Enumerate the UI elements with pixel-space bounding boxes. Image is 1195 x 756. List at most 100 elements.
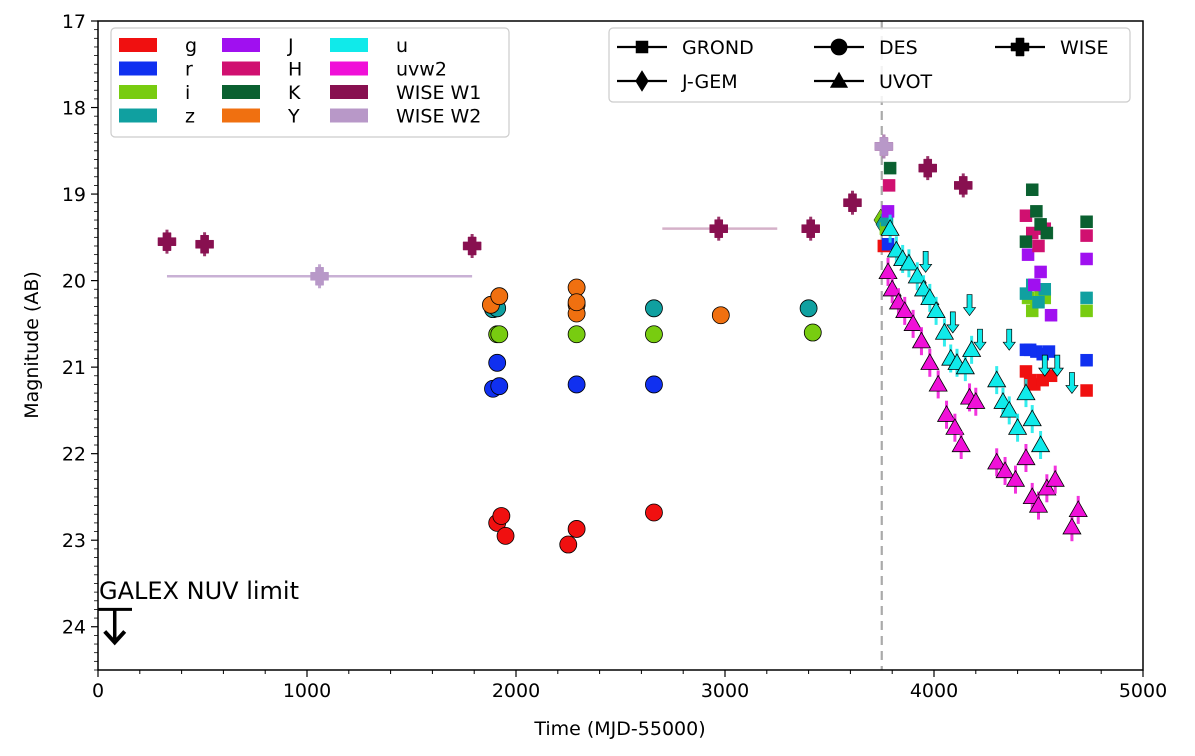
series-des-i bbox=[488, 323, 822, 344]
y-tick-label: 18 bbox=[62, 98, 86, 120]
series-grond-j bbox=[881, 205, 1093, 322]
data-point-shape bbox=[946, 311, 960, 334]
limit-arrow-head bbox=[103, 630, 127, 646]
data-point bbox=[995, 461, 1015, 479]
data-point bbox=[1044, 308, 1058, 322]
data-point bbox=[955, 357, 975, 375]
legend-swatch-wise-w2 bbox=[330, 108, 368, 123]
legend-swatch-i bbox=[119, 85, 157, 99]
data-point bbox=[559, 535, 578, 554]
x-tick-label: 1000 bbox=[283, 680, 331, 702]
data-point bbox=[1007, 417, 1028, 435]
data-point bbox=[1045, 469, 1065, 487]
series-wise-w1 bbox=[157, 134, 973, 258]
data-point bbox=[567, 293, 586, 312]
y-tick-label: 23 bbox=[62, 530, 86, 552]
legend-swatch-g bbox=[119, 38, 157, 52]
legend-label-wise-w1: WISE W1 bbox=[396, 82, 481, 104]
data-point bbox=[918, 250, 933, 273]
data-point-shape bbox=[1050, 354, 1065, 377]
data-point-shape bbox=[962, 294, 977, 317]
data-point-shape bbox=[1065, 372, 1079, 395]
x-tick-label: 3000 bbox=[701, 680, 749, 702]
data-point bbox=[488, 353, 507, 372]
data-point bbox=[645, 299, 663, 318]
series-des-r bbox=[484, 353, 663, 398]
data-point-shape bbox=[973, 328, 987, 351]
data-point bbox=[1062, 517, 1082, 535]
legend-label-i: i bbox=[185, 82, 190, 104]
data-point bbox=[987, 452, 1007, 470]
y-axis-title: Magnitude (AB) bbox=[21, 271, 43, 419]
data-point bbox=[1080, 215, 1093, 229]
series-des-z bbox=[484, 299, 818, 319]
data-point bbox=[1019, 209, 1033, 222]
y-tick-label: 20 bbox=[62, 271, 86, 293]
data-point bbox=[926, 301, 946, 318]
legend-label-y: Y bbox=[287, 106, 300, 128]
data-point bbox=[928, 374, 948, 392]
data-point bbox=[878, 262, 898, 280]
data-point bbox=[945, 417, 965, 435]
data-point bbox=[1034, 265, 1047, 279]
y-tick-label: 22 bbox=[62, 444, 86, 466]
legend-label-z: z bbox=[185, 106, 195, 128]
data-point bbox=[1065, 372, 1079, 395]
data-point-shape bbox=[1038, 354, 1052, 377]
data-point bbox=[157, 232, 177, 251]
legend-swatch-k bbox=[222, 85, 260, 99]
data-point bbox=[462, 236, 482, 256]
data-point bbox=[1038, 283, 1052, 296]
legend-marker-circle bbox=[830, 38, 848, 56]
legend-marker-square bbox=[635, 40, 649, 54]
data-point bbox=[709, 219, 728, 238]
x-axis-title: Time (MJD-55000) bbox=[533, 718, 705, 740]
y-tick-label: 17 bbox=[62, 11, 86, 33]
legend-swatch-h bbox=[222, 61, 260, 76]
data-point bbox=[645, 375, 663, 394]
galex-nuv-limit-label: GALEX NUV limit bbox=[99, 577, 299, 605]
data-point bbox=[1080, 384, 1093, 397]
data-point bbox=[954, 176, 973, 195]
data-point bbox=[310, 267, 329, 286]
data-point bbox=[843, 193, 862, 212]
data-point-shape bbox=[918, 250, 933, 273]
series-des-y bbox=[482, 278, 730, 325]
series-des-g bbox=[488, 503, 663, 554]
data-point bbox=[1038, 354, 1052, 377]
series-grond-r bbox=[881, 238, 1093, 367]
x-tick-label: 2000 bbox=[492, 680, 540, 702]
data-point bbox=[567, 375, 586, 394]
data-point bbox=[895, 301, 915, 318]
data-point bbox=[874, 137, 894, 156]
data-point bbox=[920, 353, 940, 370]
legend-swatch-uvw2 bbox=[330, 61, 368, 76]
data-point bbox=[987, 370, 1007, 388]
filter-legend-box bbox=[110, 27, 510, 138]
data-point bbox=[490, 287, 509, 306]
data-point bbox=[490, 325, 509, 344]
data-point bbox=[1016, 448, 1036, 466]
data-point bbox=[883, 161, 897, 175]
legend-label-r: r bbox=[185, 59, 193, 81]
data-point bbox=[911, 331, 932, 349]
data-point bbox=[1032, 295, 1045, 309]
data-point bbox=[1025, 183, 1039, 196]
data-point bbox=[1080, 304, 1093, 318]
legend-swatch-r bbox=[119, 61, 157, 76]
data-point bbox=[801, 219, 820, 238]
data-point bbox=[711, 306, 730, 325]
data-point bbox=[1040, 226, 1054, 240]
data-point bbox=[881, 205, 895, 218]
data-point bbox=[799, 299, 818, 318]
legend-label-h: H bbox=[288, 59, 302, 81]
data-point bbox=[899, 253, 919, 271]
data-point bbox=[645, 325, 663, 344]
data-point bbox=[803, 323, 822, 342]
data-point bbox=[1032, 239, 1045, 253]
legend-label-uvw2: uvw2 bbox=[396, 59, 447, 81]
data-point bbox=[1005, 469, 1026, 487]
data-point bbox=[882, 279, 902, 297]
